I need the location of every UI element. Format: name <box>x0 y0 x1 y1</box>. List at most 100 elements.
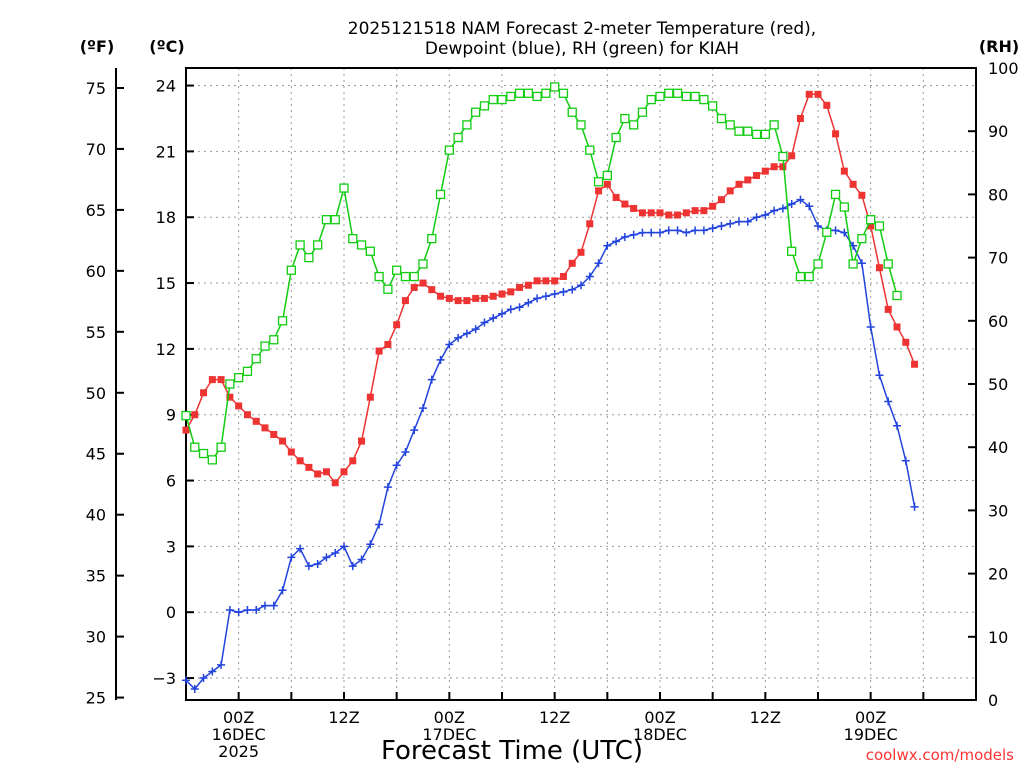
rh-tick-label: 60 <box>988 312 1008 331</box>
data-point <box>681 91 691 102</box>
series-dewpoint <box>182 195 919 694</box>
rh-tick-label: 70 <box>988 249 1008 268</box>
data-point <box>270 430 278 438</box>
data-point <box>805 90 813 98</box>
data-point <box>849 180 857 188</box>
fahrenheit-tick-label: 30 <box>86 628 106 647</box>
data-point <box>375 520 384 529</box>
data-point <box>462 120 472 130</box>
data-point <box>462 329 471 338</box>
data-point <box>612 193 620 201</box>
data-point <box>400 271 411 282</box>
data-point <box>568 259 576 267</box>
data-point <box>779 163 787 171</box>
data-point <box>190 442 200 452</box>
data-point <box>401 448 410 457</box>
x-tick-label: 17DEC <box>422 725 476 744</box>
data-point <box>277 316 288 326</box>
data-point <box>831 226 840 235</box>
data-point <box>304 562 313 571</box>
data-point <box>419 404 427 413</box>
data-point <box>795 271 806 282</box>
data-point <box>217 376 225 384</box>
data-point <box>330 215 340 225</box>
data-point <box>340 468 348 476</box>
data-point <box>884 397 893 406</box>
data-point <box>304 252 314 263</box>
fahrenheit-tick-label: 25 <box>86 689 106 708</box>
data-point <box>234 608 243 617</box>
data-point <box>805 202 814 211</box>
data-point <box>472 294 480 302</box>
rh-tick-label: 20 <box>988 565 1008 584</box>
data-point <box>787 246 797 256</box>
data-point <box>840 228 849 237</box>
data-point <box>752 213 761 222</box>
data-point <box>603 180 611 188</box>
x-tick-label: 12Z <box>750 708 781 727</box>
data-point <box>515 303 524 312</box>
data-point <box>339 183 349 193</box>
data-point <box>296 544 305 553</box>
data-point <box>322 553 331 562</box>
x-tick-label: 00Z <box>855 708 886 727</box>
data-point <box>769 120 779 130</box>
data-point <box>410 426 419 435</box>
data-point <box>269 601 278 610</box>
data-point <box>514 88 525 98</box>
data-point <box>700 207 708 215</box>
data-point <box>181 410 191 421</box>
data-point <box>348 562 357 571</box>
data-point <box>726 219 735 228</box>
data-point <box>585 145 595 155</box>
data-point <box>313 559 322 568</box>
celsius-tick-label: 9 <box>166 406 176 425</box>
data-point <box>691 226 700 235</box>
data-point <box>261 424 269 432</box>
data-point <box>532 91 542 102</box>
data-point <box>629 120 639 130</box>
data-point <box>454 297 462 305</box>
data-point <box>857 259 866 268</box>
data-point <box>314 470 322 478</box>
data-point <box>866 215 876 225</box>
data-point <box>699 226 708 235</box>
grid <box>185 68 977 700</box>
data-point <box>751 129 762 140</box>
data-point <box>393 321 401 329</box>
data-point <box>621 200 629 208</box>
data-point <box>796 114 804 122</box>
data-point <box>498 290 506 298</box>
data-point <box>489 292 497 300</box>
data-point <box>884 305 892 313</box>
data-point <box>226 393 234 401</box>
data-point <box>279 437 287 445</box>
data-point <box>893 421 901 430</box>
data-point <box>463 297 471 305</box>
data-point <box>595 187 603 195</box>
data-point <box>242 366 253 377</box>
data-point <box>216 442 226 452</box>
data-point <box>533 277 541 285</box>
data-point <box>672 88 683 98</box>
axes <box>115 67 977 701</box>
data-point <box>559 287 568 296</box>
data-point <box>436 355 445 364</box>
data-point <box>349 457 357 465</box>
plot-frame <box>185 67 977 701</box>
data-point <box>761 211 770 220</box>
data-point <box>638 209 646 217</box>
data-point <box>814 90 822 98</box>
rh-tick-label: 10 <box>988 628 1008 647</box>
rh-tick-label: 80 <box>988 185 1008 204</box>
data-point <box>760 129 770 140</box>
data-point <box>814 222 822 230</box>
data-point <box>717 196 725 204</box>
chart-title-line-2: Dewpoint (blue), RH (green) for KIAH <box>425 39 739 59</box>
celsius-tick-label: −3 <box>152 669 176 688</box>
data-point <box>602 170 612 181</box>
data-point <box>295 240 305 250</box>
rh-tick-label: 0 <box>988 691 998 710</box>
data-point <box>321 215 332 225</box>
